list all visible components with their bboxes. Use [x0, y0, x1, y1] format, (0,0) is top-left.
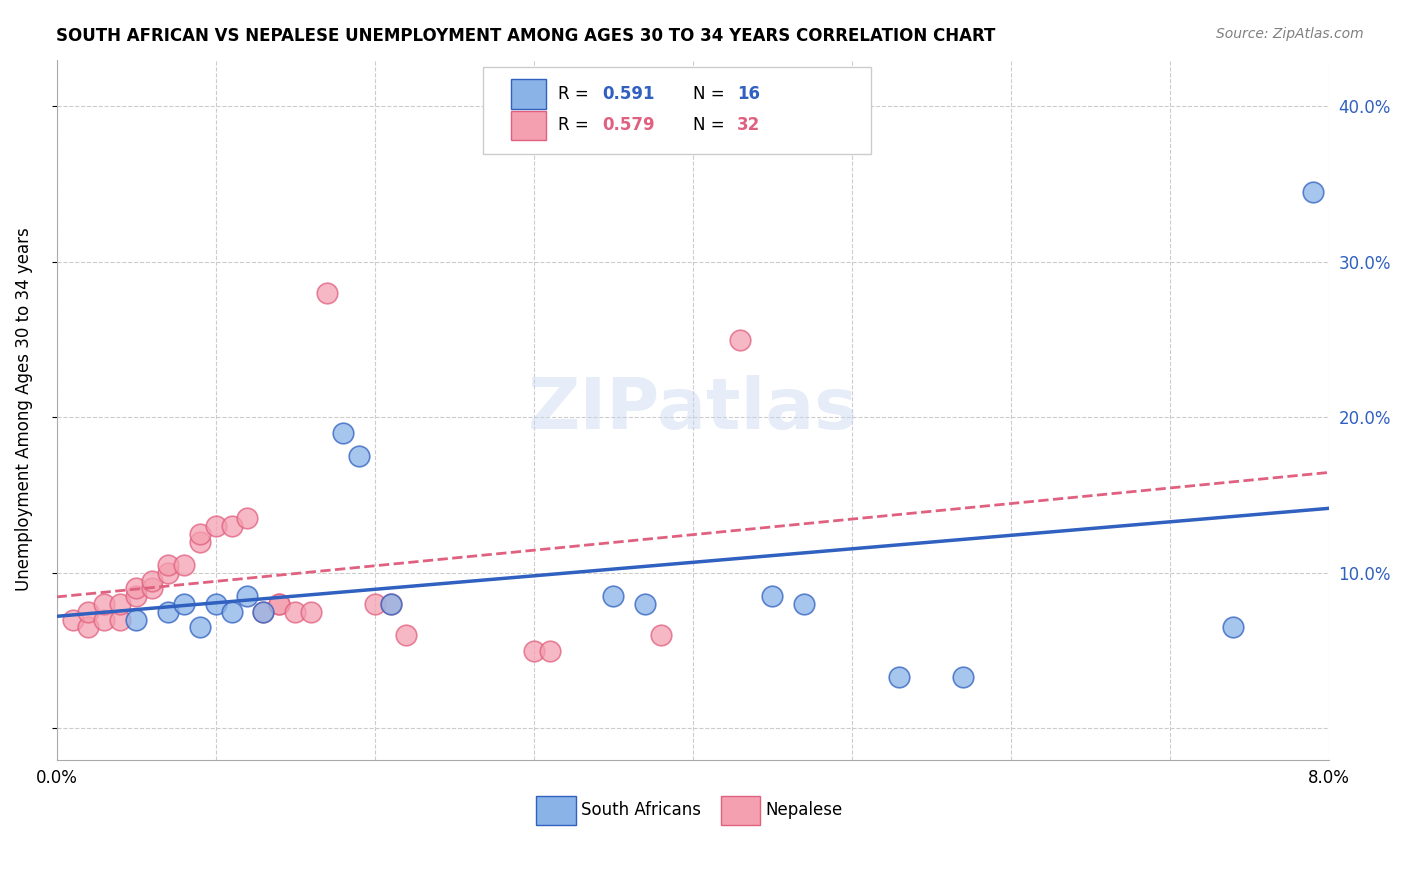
Point: [252, 605, 274, 619]
Point: [93, 613, 115, 627]
Point: [634, 597, 657, 611]
FancyBboxPatch shape: [482, 67, 870, 154]
Text: ZIPatlas: ZIPatlas: [527, 376, 858, 444]
Point: [77, 605, 100, 619]
Point: [125, 582, 148, 596]
Point: [299, 605, 322, 619]
Point: [188, 620, 211, 634]
Point: [141, 582, 163, 596]
Point: [269, 597, 291, 611]
Point: [316, 285, 339, 300]
Point: [141, 574, 163, 588]
Point: [380, 597, 402, 611]
Point: [221, 519, 243, 533]
FancyBboxPatch shape: [536, 796, 575, 825]
Text: R =: R =: [558, 85, 593, 103]
Point: [650, 628, 672, 642]
Text: Nepalese: Nepalese: [765, 801, 842, 819]
Text: 16: 16: [737, 85, 761, 103]
Point: [125, 589, 148, 603]
Point: [110, 613, 132, 627]
FancyBboxPatch shape: [721, 796, 761, 825]
Point: [188, 534, 211, 549]
Point: [156, 605, 179, 619]
Point: [523, 644, 546, 658]
Point: [188, 527, 211, 541]
Text: 32: 32: [737, 116, 761, 135]
Point: [332, 425, 354, 440]
Point: [62, 613, 84, 627]
Point: [889, 670, 911, 684]
Point: [156, 558, 179, 573]
Point: [173, 558, 195, 573]
Point: [793, 597, 815, 611]
Point: [363, 597, 385, 611]
Point: [204, 597, 226, 611]
Point: [602, 589, 624, 603]
Point: [347, 450, 370, 464]
Point: [538, 644, 561, 658]
Point: [284, 605, 307, 619]
Point: [269, 597, 291, 611]
Text: R =: R =: [558, 116, 593, 135]
Point: [952, 670, 974, 684]
Point: [236, 589, 259, 603]
Point: [173, 597, 195, 611]
Text: South Africans: South Africans: [581, 801, 700, 819]
Text: N =: N =: [693, 85, 730, 103]
Point: [761, 589, 783, 603]
Point: [252, 605, 274, 619]
Y-axis label: Unemployment Among Ages 30 to 34 years: Unemployment Among Ages 30 to 34 years: [15, 227, 32, 591]
Point: [380, 597, 402, 611]
Text: Source: ZipAtlas.com: Source: ZipAtlas.com: [1216, 27, 1364, 41]
Point: [236, 511, 259, 525]
Point: [1302, 185, 1324, 199]
Text: SOUTH AFRICAN VS NEPALESE UNEMPLOYMENT AMONG AGES 30 TO 34 YEARS CORRELATION CHA: SOUTH AFRICAN VS NEPALESE UNEMPLOYMENT A…: [56, 27, 995, 45]
FancyBboxPatch shape: [510, 111, 547, 140]
Point: [93, 597, 115, 611]
Point: [156, 566, 179, 580]
Text: N =: N =: [693, 116, 730, 135]
Point: [730, 333, 752, 347]
Point: [204, 519, 226, 533]
Text: 0.591: 0.591: [602, 85, 655, 103]
Point: [110, 597, 132, 611]
Point: [221, 605, 243, 619]
Point: [125, 613, 148, 627]
Point: [395, 628, 418, 642]
Point: [1222, 620, 1244, 634]
Point: [77, 620, 100, 634]
Text: 0.579: 0.579: [602, 116, 655, 135]
FancyBboxPatch shape: [510, 79, 547, 109]
